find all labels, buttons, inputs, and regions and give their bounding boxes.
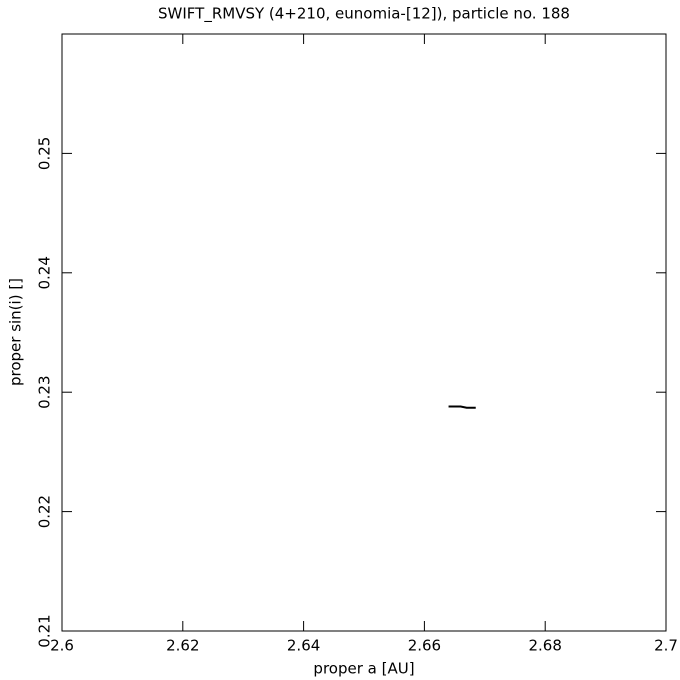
y-axis-label: proper sin(i) [] <box>7 278 25 386</box>
x-tick-label: 2.7 <box>654 637 678 655</box>
x-tick-label: 2.68 <box>528 637 561 655</box>
plot-frame <box>61 33 667 632</box>
data-line <box>448 405 476 409</box>
x-tick-label: 2.62 <box>166 637 199 655</box>
y-tick-label: 0.25 <box>36 137 54 170</box>
x-axis-label: proper a [AU] <box>313 660 414 678</box>
y-tick-label: 0.24 <box>36 256 54 289</box>
chart-title: SWIFT_RMVSY (4+210, eunomia-[12]), parti… <box>158 5 570 24</box>
y-tick-label: 0.21 <box>36 614 54 647</box>
y-tick-label: 0.23 <box>36 375 54 408</box>
y-tick-label: 0.22 <box>36 495 54 528</box>
x-tick-label: 2.66 <box>408 637 441 655</box>
x-tick-label: 2.6 <box>50 637 74 655</box>
x-tick-label: 2.64 <box>287 637 320 655</box>
